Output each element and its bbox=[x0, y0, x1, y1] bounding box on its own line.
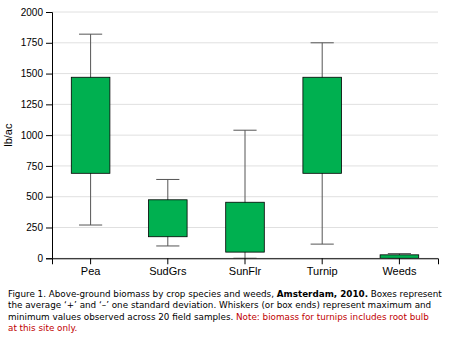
y-tick-mark bbox=[46, 104, 52, 105]
caption: Figure 1. Above-ground biomass by crop s… bbox=[8, 289, 442, 333]
box bbox=[71, 77, 110, 173]
x-axis-line bbox=[53, 259, 439, 265]
y-tick-mark bbox=[46, 43, 52, 44]
caption-text: Note: biomass for turnips includes root … bbox=[236, 312, 429, 322]
y-tick: 1250 bbox=[21, 99, 52, 110]
y-tick-label: 1250 bbox=[21, 99, 44, 110]
caption-line: at this site only. bbox=[8, 323, 77, 333]
box-group bbox=[71, 34, 110, 225]
y-tick: 1750 bbox=[21, 37, 52, 48]
x-tick-label: Turnip bbox=[307, 265, 338, 277]
y-tick-label: 0 bbox=[37, 253, 43, 264]
x-tick-label: SunFlr bbox=[229, 265, 262, 277]
whisker-cap bbox=[388, 253, 411, 254]
caption-text: Figure 1. Above-ground biomass by crop s… bbox=[8, 289, 277, 299]
grid-line bbox=[52, 73, 438, 74]
y-tick-mark bbox=[46, 166, 52, 167]
y-tick: 500 bbox=[26, 191, 52, 202]
box bbox=[380, 255, 419, 258]
y-tick-label: 500 bbox=[26, 191, 43, 202]
x-tick-mark bbox=[90, 258, 91, 264]
y-tick: 0 bbox=[37, 253, 52, 264]
box-group bbox=[303, 43, 342, 244]
y-tick-mark bbox=[46, 12, 52, 13]
x-tick: SunFlr bbox=[229, 258, 262, 277]
whisker-cap bbox=[79, 225, 102, 226]
y-axis: 0 250 500 750 1000 1250 1500 1750 2000 bbox=[21, 7, 53, 264]
x-tick-label: Weeds bbox=[382, 265, 417, 277]
y-tick-label: 1000 bbox=[21, 130, 44, 141]
y-tick-label: 2000 bbox=[21, 7, 44, 18]
plot: Pea SudGrs SunFlr Turnip Weeds 0 250 500 750 1000… bbox=[2, 7, 439, 277]
y-tick: 1500 bbox=[21, 68, 52, 79]
grid-line bbox=[52, 42, 438, 43]
x-tick-mark bbox=[245, 258, 246, 264]
caption-line: minimum values observed across 20 field … bbox=[8, 312, 429, 322]
box bbox=[303, 77, 342, 173]
y-axis-line bbox=[46, 13, 53, 259]
whisker-cap bbox=[233, 258, 256, 259]
caption-line: the average ‘+’ and ‘–’ one standard dev… bbox=[8, 300, 431, 310]
whisker-cap bbox=[156, 179, 179, 180]
y-tick-mark bbox=[46, 227, 52, 228]
x-tick-mark bbox=[322, 258, 323, 264]
box-group bbox=[380, 254, 419, 259]
x-tick-label: Pea bbox=[81, 265, 101, 277]
y-tick-mark bbox=[46, 197, 52, 198]
box bbox=[226, 202, 265, 252]
x-axis: Pea SudGrs SunFlr Turnip Weeds bbox=[53, 258, 439, 277]
whisker-cap bbox=[311, 244, 334, 245]
box-group bbox=[226, 130, 265, 258]
x-tick: Turnip bbox=[307, 258, 338, 277]
x-tick-label: SudGrs bbox=[149, 265, 187, 277]
x-tick-mark bbox=[399, 258, 400, 264]
y-tick-label: 1750 bbox=[21, 37, 44, 48]
caption-text: minimum values observed across 20 field … bbox=[8, 312, 236, 322]
whisker-cap bbox=[311, 42, 334, 43]
caption-line: Figure 1. Above-ground biomass by crop s… bbox=[8, 289, 442, 299]
x-tick: Weeds bbox=[382, 258, 417, 277]
y-tick-mark bbox=[46, 74, 52, 75]
y-axis-title: lb/ac bbox=[2, 123, 14, 147]
whisker-cap bbox=[79, 34, 102, 35]
y-tick-label: 750 bbox=[26, 161, 43, 172]
caption-text: at this site only. bbox=[8, 323, 77, 333]
grid bbox=[52, 12, 438, 258]
x-tick: SudGrs bbox=[149, 258, 187, 277]
grid-line bbox=[52, 12, 438, 13]
y-tick-mark bbox=[46, 135, 52, 136]
y-tick: 250 bbox=[26, 222, 52, 233]
y-tick-label: 1500 bbox=[21, 68, 44, 79]
y-tick-mark bbox=[46, 258, 52, 259]
y-tick-label: 250 bbox=[26, 222, 43, 233]
caption-text: Boxes represent bbox=[368, 289, 442, 299]
whisker-cap bbox=[156, 245, 179, 246]
caption-text: Amsterdam, 2010. bbox=[277, 289, 368, 299]
x-tick: Pea bbox=[81, 258, 101, 277]
y-tick: 750 bbox=[26, 161, 52, 172]
caption-text: the average ‘+’ and ‘–’ one standard dev… bbox=[8, 300, 431, 310]
y-tick: 1000 bbox=[21, 130, 52, 141]
boxes bbox=[71, 34, 418, 258]
box-group bbox=[149, 179, 188, 245]
chart: Figure 1. Above-ground biomass by crop s… bbox=[0, 0, 450, 338]
box bbox=[149, 200, 188, 237]
x-tick-mark bbox=[167, 258, 168, 264]
whisker-cap bbox=[233, 130, 256, 131]
y-tick: 2000 bbox=[21, 7, 52, 18]
